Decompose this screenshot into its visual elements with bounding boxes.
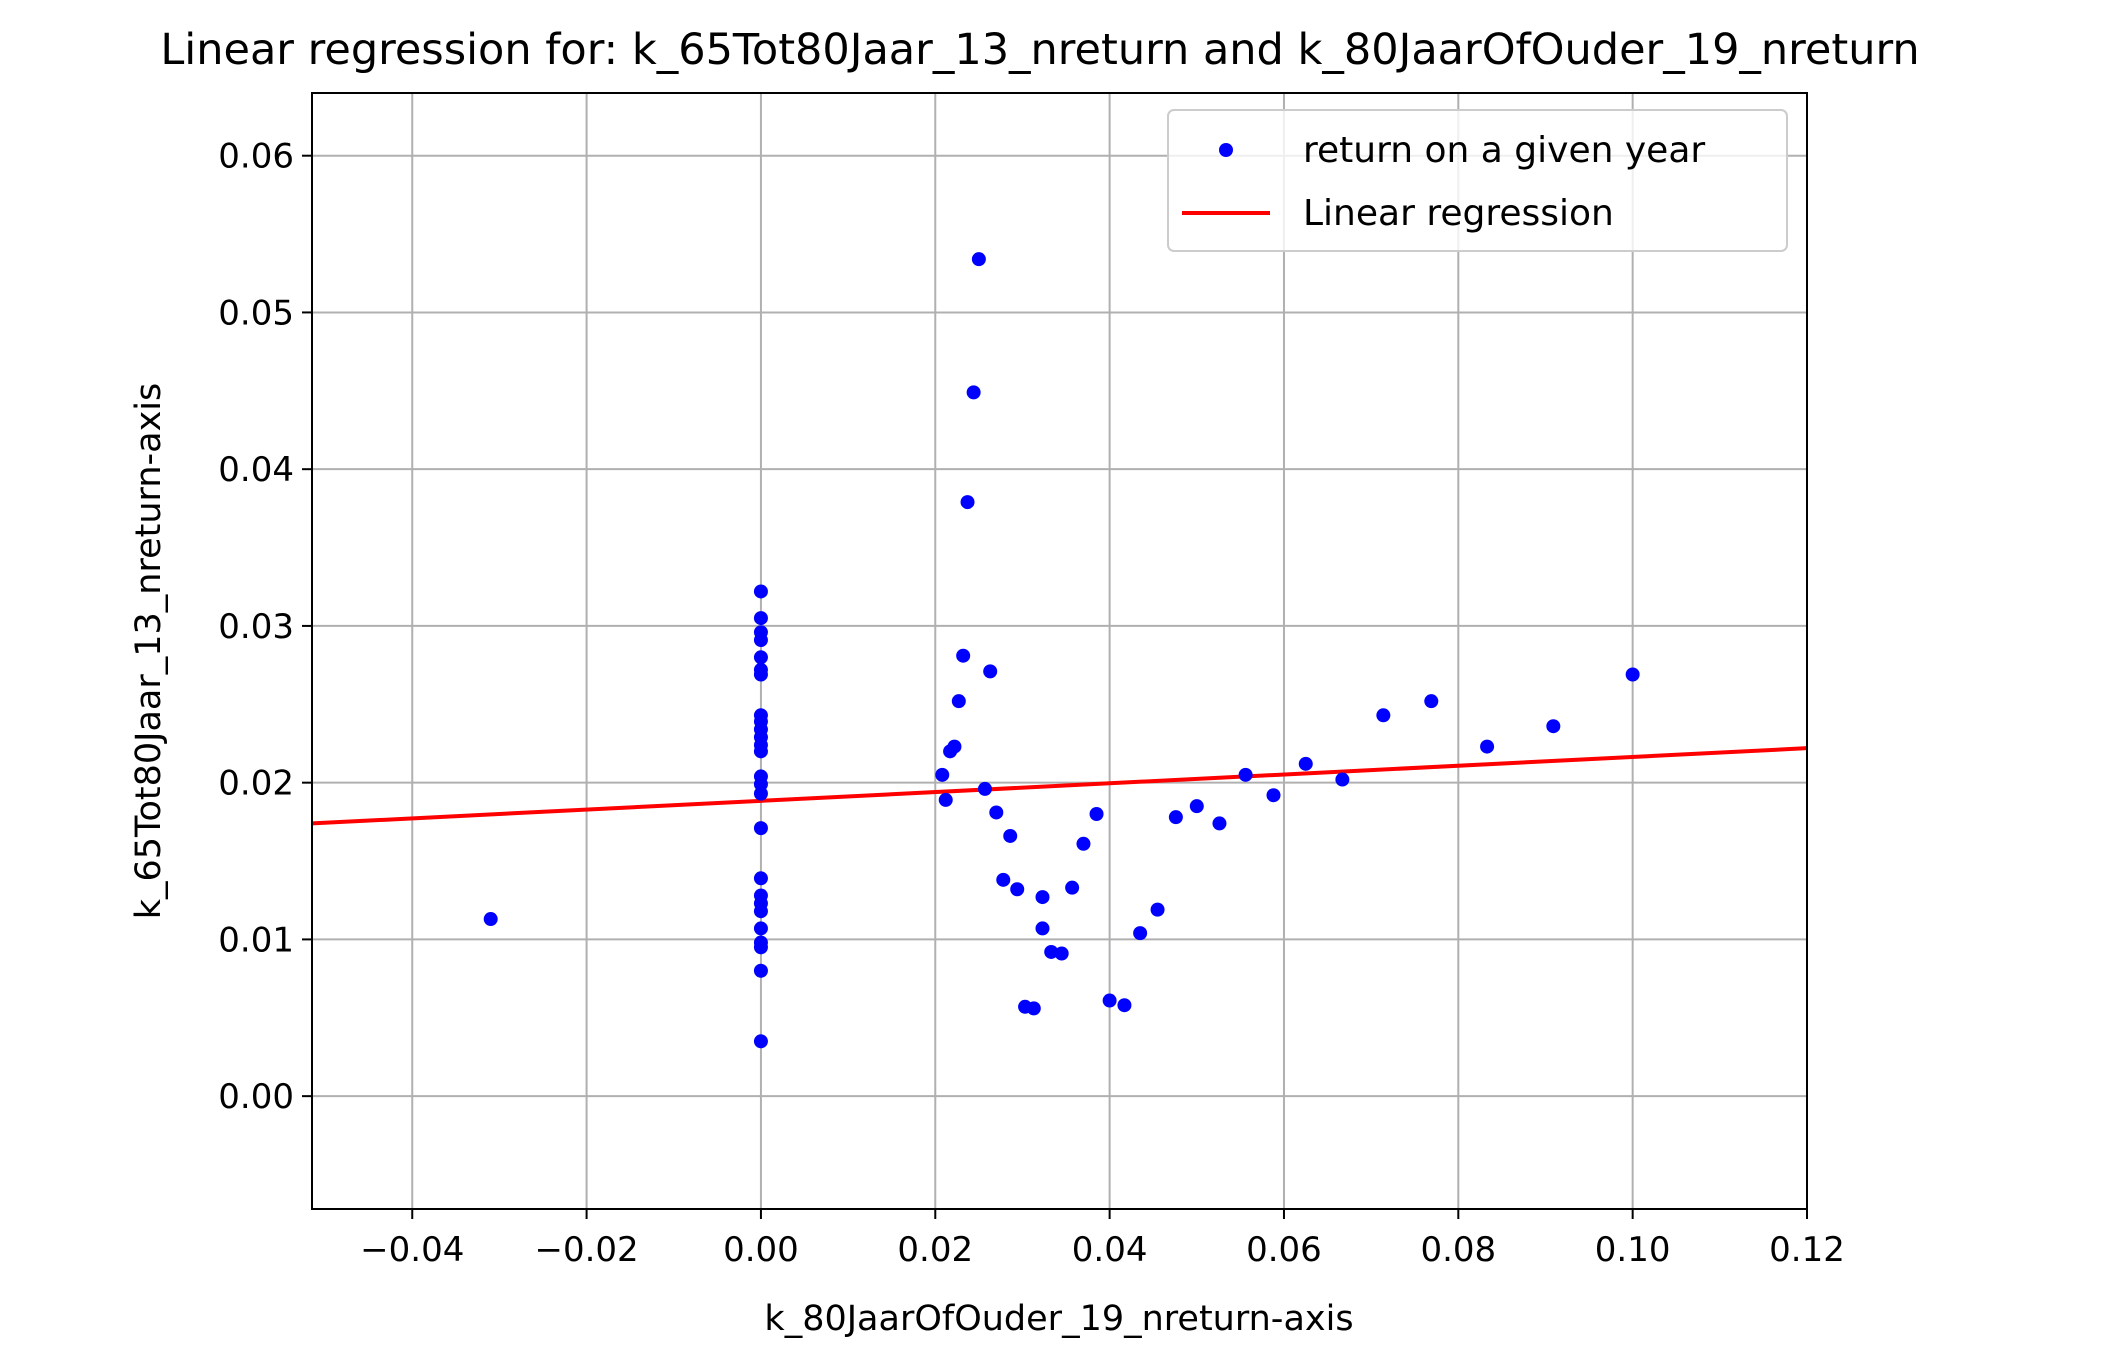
scatter-point	[977, 781, 992, 796]
scatter-point	[1625, 667, 1640, 682]
scatter-point	[1266, 788, 1281, 803]
axis-ticks: −0.04 −0.02 0.00 0.02 0.04 0.06 0.08 0.10 0.12 0.…	[218, 137, 1845, 1270]
y-tick-label: 0.03	[218, 607, 294, 647]
scatter-point	[1065, 880, 1080, 895]
scatter-point	[753, 871, 768, 886]
scatter-point	[1238, 767, 1253, 782]
scatter-point	[753, 1034, 768, 1049]
x-tick-label: 0.06	[1246, 1230, 1322, 1270]
scatter-point	[960, 495, 975, 510]
scatter-point	[1035, 890, 1050, 905]
regression-line	[312, 746, 1807, 826]
scatter-point	[753, 940, 768, 955]
grid	[312, 93, 1808, 1209]
x-tick-label: 0.04	[1072, 1230, 1148, 1270]
scatter-point	[1335, 772, 1350, 787]
scatter-point	[1189, 799, 1204, 814]
scatter-point	[1010, 882, 1025, 897]
scatter-point	[753, 786, 768, 801]
scatter-point	[938, 792, 953, 807]
scatter-point	[1480, 739, 1495, 754]
plot-area	[312, 252, 1807, 1049]
legend-label-scatter: return on a given year	[1303, 130, 1705, 171]
x-tick-label: 0.00	[723, 1230, 799, 1270]
scatter-point	[1089, 807, 1104, 822]
y-tick-label: 0.01	[218, 920, 294, 960]
scatter-point	[971, 252, 986, 267]
x-axis-label: k_80JaarOfOuder_19_nreturn-axis	[764, 1299, 1353, 1339]
x-tick-label: 0.12	[1769, 1230, 1845, 1270]
scatter-point	[1376, 708, 1391, 723]
scatter-point	[753, 633, 768, 648]
scatter-point	[956, 648, 971, 663]
scatter-point	[1150, 902, 1165, 917]
scatter-point	[1044, 944, 1059, 959]
x-tick-label: 0.08	[1420, 1230, 1496, 1270]
y-tick-label: 0.05	[218, 293, 294, 333]
y-tick-label: 0.02	[218, 764, 294, 804]
scatter-point	[1168, 810, 1183, 825]
y-tick-label: 0.00	[218, 1077, 294, 1117]
scatter-point	[935, 767, 950, 782]
scatter-point	[1212, 816, 1227, 831]
chart-title: Linear regression for: k_65Tot80Jaar_13_…	[160, 25, 1919, 75]
y-tick-label: 0.06	[218, 137, 294, 177]
scatter-point	[753, 821, 768, 836]
y-tick-label: 0.04	[218, 450, 294, 490]
scatter-point	[966, 385, 981, 400]
x-tick-label: 0.10	[1595, 1230, 1671, 1270]
scatter-point	[753, 584, 768, 599]
scatter-point	[1076, 836, 1091, 851]
scatter-point	[1102, 993, 1117, 1008]
scatter-point	[1546, 719, 1561, 734]
scatter-point	[1117, 998, 1132, 1013]
legend-scatter-marker	[1219, 143, 1233, 157]
scatter-point	[1298, 756, 1313, 771]
scatter-point	[989, 805, 1004, 820]
scatter-point	[753, 904, 768, 919]
scatter-point	[951, 694, 966, 709]
scatter-point	[1424, 694, 1439, 709]
x-tick-label: 0.02	[897, 1230, 973, 1270]
scatter-point	[753, 963, 768, 978]
scatter-point	[1133, 926, 1148, 941]
scatter-point	[996, 872, 1011, 887]
scatter-point	[753, 744, 768, 759]
x-tick-label: −0.02	[534, 1230, 638, 1270]
scatter-point	[753, 667, 768, 682]
scatter-point	[753, 650, 768, 665]
scatter-point	[753, 611, 768, 626]
scatter-point	[1035, 921, 1050, 936]
y-axis-label: k_65Tot80Jaar_13_nreturn-axis	[129, 383, 169, 920]
regression-line-layer	[312, 746, 1807, 826]
scatter-point	[753, 921, 768, 936]
legend-label-regression: Linear regression	[1303, 193, 1614, 234]
scatter-point	[1054, 946, 1069, 961]
scatter-point	[1026, 1001, 1041, 1016]
scatter-points-layer	[483, 252, 1640, 1049]
legend: return on a given year Linear regression	[1167, 109, 1788, 252]
scatter-point	[483, 912, 498, 927]
plot-frame	[311, 92, 1808, 1210]
legend-box	[1167, 109, 1788, 252]
scatter-point	[947, 739, 962, 754]
x-tick-label: −0.04	[360, 1230, 464, 1270]
scatter-point	[983, 664, 998, 679]
scatter-point	[1003, 828, 1018, 843]
